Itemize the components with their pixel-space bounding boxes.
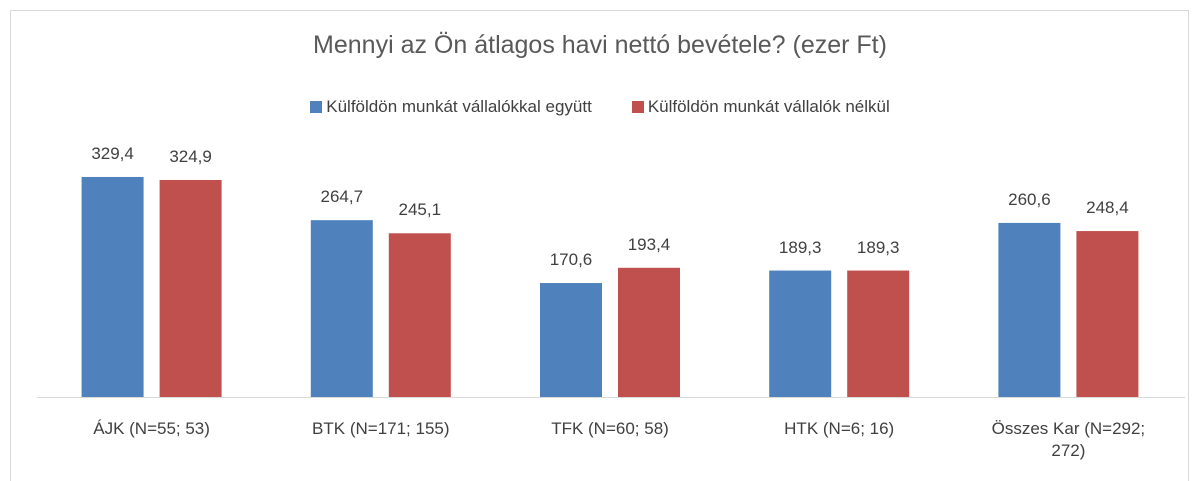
bar — [998, 222, 1061, 397]
bar — [81, 176, 144, 397]
data-label: 170,6 — [549, 250, 593, 270]
x-tick-label: BTK (N=171; 155) — [312, 419, 450, 438]
x-tick-label: ÁJK (N=55; 53) — [93, 419, 210, 438]
legend: Külföldön munkát vállalókkal együtt Külfö… — [0, 97, 1200, 117]
chart-title: Mennyi az Ön átlagos havi nettó bevétele… — [313, 31, 887, 59]
legend-swatch — [310, 101, 323, 113]
bar — [159, 179, 222, 397]
x-tick-label: HTK (N=6; 16) — [784, 419, 895, 438]
data-label: 264,7 — [320, 187, 364, 207]
chart-border — [10, 10, 1189, 481]
bar — [388, 233, 451, 397]
data-label: 245,1 — [398, 200, 442, 220]
data-label: 329,4 — [91, 143, 134, 163]
data-label: 248,4 — [1086, 198, 1129, 218]
data-label: 189,3 — [778, 237, 822, 257]
bar — [847, 270, 910, 397]
data-label: 324,9 — [169, 146, 212, 166]
legend-label: Külföldön munkát vállalók nélkül — [647, 97, 890, 116]
data-label: 193,4 — [627, 234, 671, 254]
bar — [1076, 231, 1139, 397]
legend-item: Külföldön munkát vállalókkal együtt — [310, 97, 592, 117]
data-label: 189,3 — [856, 237, 900, 257]
bar — [540, 283, 602, 397]
bar — [310, 220, 373, 397]
x-tick-label: Összes Kar (N=292; 272) — [991, 419, 1146, 460]
legend-item: Külföldön munkát vállalók nélkül — [631, 97, 890, 117]
legend-label: Külföldön munkát vállalókkal együtt — [326, 97, 592, 116]
x-tick-label: TFK (N=60; 58) — [551, 419, 669, 438]
legend-swatch — [631, 101, 644, 113]
data-label: 260,6 — [1008, 189, 1051, 209]
bar — [769, 270, 832, 397]
bar — [618, 267, 680, 397]
